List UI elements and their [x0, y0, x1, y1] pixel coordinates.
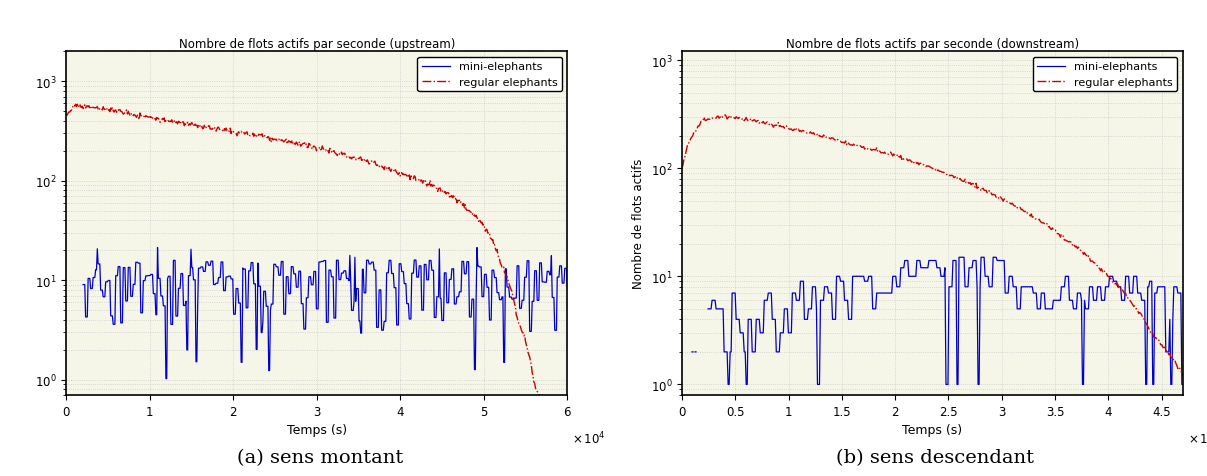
- Text: (a) sens montant: (a) sens montant: [237, 448, 403, 466]
- regular elephants: [395, 170, 409, 176]
- Line: regular elephants: regular elephants: [682, 116, 1183, 376]
- mini-elephants: [393, 261, 408, 267]
- Line: mini-elephants: mini-elephants: [692, 258, 1183, 385]
- Line: regular elephants: regular elephants: [66, 105, 567, 452]
- Y-axis label: Nombre de flots actifs: Nombre de flots actifs: [632, 159, 645, 289]
- regular elephants: [148, 118, 163, 124]
- regular elephants: [552, 449, 566, 455]
- regular elephants: [675, 166, 689, 172]
- regular elephants: [916, 162, 931, 168]
- regular elephants: [560, 447, 575, 453]
- mini-elephants: [912, 258, 927, 264]
- regular elephants: [718, 113, 733, 119]
- mini-elephants: [355, 330, 369, 336]
- X-axis label: Temps (s): Temps (s): [903, 423, 962, 436]
- Legend: mini-elephants, regular elephants: mini-elephants, regular elephants: [418, 58, 561, 92]
- X-axis label: Temps (s): Temps (s): [287, 423, 346, 436]
- regular elephants: [355, 158, 369, 163]
- mini-elephants: [946, 258, 961, 264]
- Line: mini-elephants: mini-elephants: [83, 248, 567, 379]
- mini-elephants: [916, 265, 931, 271]
- mini-elephants: [188, 278, 203, 283]
- regular elephants: [286, 143, 301, 149]
- regular elephants: [437, 190, 451, 196]
- Title: Nombre de flots actifs par seconde (upstream): Nombre de flots actifs par seconde (upst…: [179, 38, 455, 51]
- regular elephants: [59, 113, 74, 119]
- regular elephants: [72, 102, 87, 108]
- regular elephants: [1165, 356, 1179, 362]
- Text: $\times\,10^4$: $\times\,10^4$: [572, 429, 606, 446]
- Legend: mini-elephants, regular elephants: mini-elephants, regular elephants: [1033, 58, 1177, 92]
- regular elephants: [1086, 260, 1101, 266]
- Text: $\times\,10^4$: $\times\,10^4$: [1188, 429, 1207, 446]
- Title: Nombre de flots actifs par seconde (downstream): Nombre de flots actifs par seconde (down…: [786, 38, 1079, 51]
- regular elephants: [188, 123, 203, 129]
- mini-elephants: [1164, 382, 1178, 387]
- mini-elephants: [147, 291, 162, 297]
- mini-elephants: [973, 284, 987, 290]
- mini-elephants: [436, 318, 450, 324]
- regular elephants: [914, 161, 928, 167]
- mini-elephants: [560, 286, 575, 291]
- regular elephants: [946, 176, 961, 181]
- Text: (b) sens descendant: (b) sens descendant: [836, 448, 1034, 466]
- mini-elephants: [1176, 382, 1190, 387]
- mini-elephants: [286, 264, 301, 270]
- regular elephants: [974, 188, 989, 194]
- regular elephants: [1176, 373, 1190, 378]
- mini-elephants: [1085, 284, 1100, 290]
